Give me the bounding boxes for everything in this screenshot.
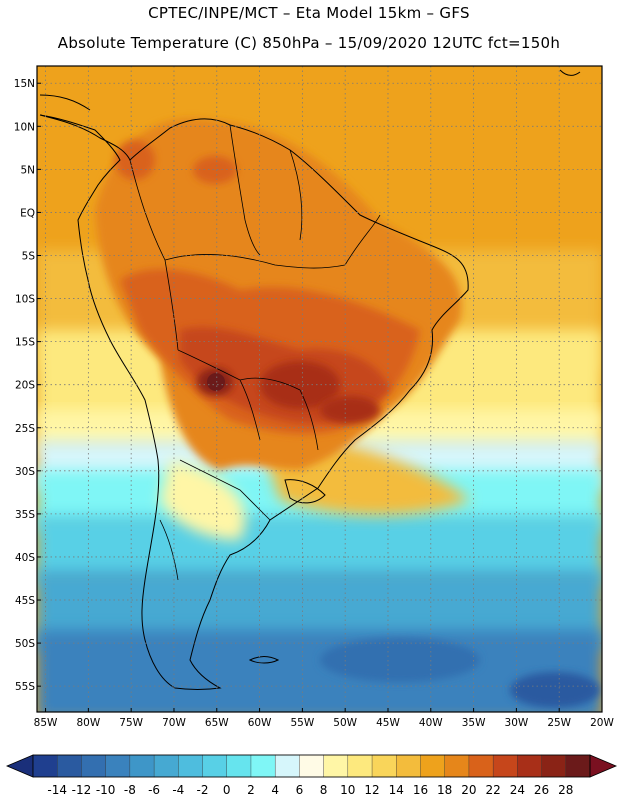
colorbar-swatch — [565, 754, 591, 778]
colorbar-label: 6 — [296, 783, 304, 797]
lon-tick-label: 70W — [162, 717, 186, 729]
colorbar-label: 0 — [223, 783, 231, 797]
colorbar-swatch — [444, 754, 470, 778]
colorbar-label: 26 — [534, 783, 549, 797]
colorbar-swatch — [226, 754, 252, 778]
colorbar-label: 4 — [271, 783, 279, 797]
lon-tick-label: 45W — [376, 717, 400, 729]
colorbar-label: -14 — [47, 783, 67, 797]
colorbar-label: 18 — [437, 783, 452, 797]
colorbar-swatch — [371, 754, 397, 778]
lat-tick-label: 55S — [15, 681, 35, 693]
colorbar-label: -4 — [172, 783, 184, 797]
colorbar-swatch — [517, 754, 543, 778]
lat-tick-label: 15N — [14, 78, 35, 90]
colorbar-label: -6 — [148, 783, 160, 797]
colorbar-swatch — [323, 754, 349, 778]
colorbar-over-arrow — [589, 754, 618, 778]
colorbar-swatch — [250, 754, 276, 778]
lat-tick-label: 10S — [15, 294, 35, 306]
colorbar-label: 28 — [558, 783, 573, 797]
temperature-field — [37, 66, 602, 712]
colorbar-label: 10 — [340, 783, 355, 797]
lat-tick-label: 25S — [15, 423, 35, 435]
lat-tick-label: 30S — [15, 466, 35, 478]
longitude-labels: 85W 80W 75W 70W 65W 60W 55W 50W 45W 40W 35W 30W 25W 2… — [34, 717, 615, 729]
lat-tick-label: 45S — [15, 595, 35, 607]
colorbar-swatch — [492, 754, 518, 778]
colorbar-label: 20 — [461, 783, 476, 797]
lon-tick-label: 55W — [291, 717, 315, 729]
colorbar: -14 -12 -10 -8 -6 -4 -2 0 2 4 6 8 10 12 14 16 18 20 22 24 26… — [5, 754, 618, 797]
colorbar-swatch — [468, 754, 494, 778]
title-line-1: CPTEC/INPE/MCT – Eta Model 15km – GFS — [148, 4, 470, 22]
lat-tick-label: 35S — [15, 509, 35, 521]
colorbar-label: 22 — [485, 783, 500, 797]
lon-tick-label: 40W — [419, 717, 443, 729]
title-line-2: Absolute Temperature (C) 850hPa – 15/09/… — [57, 34, 561, 52]
colorbar-label: 8 — [320, 783, 328, 797]
colorbar-label: -12 — [72, 783, 92, 797]
lon-tick-label: 80W — [76, 717, 100, 729]
map-frame — [36, 65, 603, 713]
lat-tick-label: 5N — [20, 164, 35, 176]
lon-tick-label: 85W — [34, 717, 58, 729]
country-borders — [129, 124, 381, 581]
colorbar-frame — [32, 754, 591, 778]
lon-tick-label: 20W — [590, 717, 614, 729]
lat-tick-label: EQ — [20, 207, 35, 219]
colorbar-swatch — [57, 754, 82, 778]
colorbar-swatch — [81, 754, 107, 778]
lon-tick-label: 75W — [119, 717, 143, 729]
colorbar-label: 16 — [413, 783, 428, 797]
lat-tick-label: 50S — [15, 638, 35, 650]
lon-tick-label: 30W — [505, 717, 529, 729]
colorbar-label: 24 — [510, 783, 525, 797]
lat-tick-label: 10N — [14, 121, 35, 133]
lat-tick-label: 15S — [15, 337, 35, 349]
lon-tick-label: 25W — [547, 717, 571, 729]
colorbar-swatch — [541, 754, 567, 778]
colorbar-swatch — [420, 754, 446, 778]
colorbar-swatch — [178, 754, 204, 778]
latitude-labels: 15N 10N 5N EQ 5S 10S 15S 20S 25S 30S 35S 40S 45S 50S 5… — [14, 78, 36, 693]
colorbar-label: 2 — [247, 783, 255, 797]
lon-tick-label: 50W — [333, 717, 357, 729]
colorbar-swatch — [129, 754, 155, 778]
lon-tick-label: 60W — [248, 717, 272, 729]
colorbar-swatch — [32, 754, 58, 778]
colorbar-swatch — [274, 754, 300, 778]
lat-tick-label: 40S — [15, 552, 35, 564]
colorbar-swatch — [347, 754, 373, 778]
colorbar-label: 12 — [364, 783, 379, 797]
colorbar-under-arrow — [5, 754, 34, 778]
colorbar-swatch — [396, 754, 421, 778]
colorbar-label: -2 — [197, 783, 209, 797]
colorbar-swatch — [202, 754, 228, 778]
colorbar-swatch — [299, 754, 325, 778]
lat-tick-label: 20S — [15, 380, 35, 392]
lon-tick-label: 65W — [205, 717, 229, 729]
colorbar-swatch — [153, 754, 179, 778]
colorbar-label: 14 — [389, 783, 404, 797]
colorbar-label: -8 — [124, 783, 136, 797]
lat-tick-label: 5S — [22, 250, 36, 262]
colorbar-label: -10 — [96, 783, 116, 797]
coastlines — [39, 69, 581, 690]
lon-tick-label: 35W — [462, 717, 486, 729]
colorbar-swatch — [105, 754, 131, 778]
